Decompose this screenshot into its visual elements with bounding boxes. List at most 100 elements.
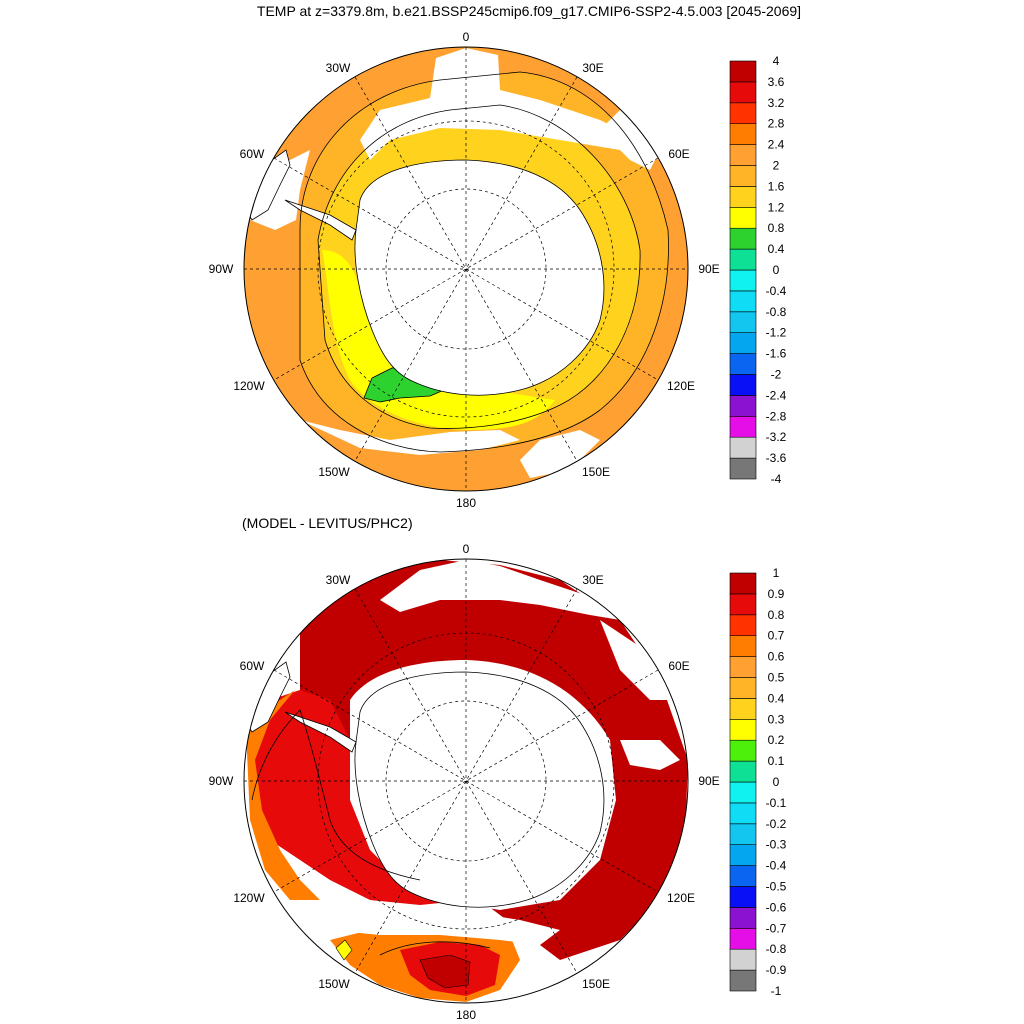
top-colorbar-swatch bbox=[729, 60, 757, 83]
top-map bbox=[244, 47, 688, 491]
top-label-150w: 150W bbox=[318, 465, 350, 479]
top-colorbar-swatch bbox=[729, 457, 757, 480]
bottom-field-orange bbox=[246, 690, 320, 900]
top-colorbar-tick-label: 4 bbox=[773, 54, 780, 68]
bottom-label-0: 0 bbox=[463, 542, 470, 556]
top-label-90w: 90W bbox=[209, 262, 234, 276]
bottom-colorbar-tick-label: -0.1 bbox=[766, 796, 787, 810]
top-colorbar-tick-label: 0.4 bbox=[768, 242, 785, 256]
bottom-colorbar-swatch bbox=[729, 677, 757, 699]
bottom-colorbar-swatch bbox=[729, 927, 757, 950]
top-colorbar-tick-label: 2 bbox=[773, 159, 780, 173]
top-colorbar-tick-label: 3.6 bbox=[768, 75, 785, 89]
top-colorbar: -4 -3.6 -3.2 -2.8 -2.4 -2 -1.6 -1.2 -0.8 -0.4 0 0.4… bbox=[729, 54, 787, 486]
bottom-label-120e: 120E bbox=[667, 891, 695, 905]
bottom-peninsula bbox=[284, 711, 357, 753]
bottom-field-yellow bbox=[335, 939, 353, 961]
plot-title: TEMP at z=3379.8m, b.e21.BSSP245cmip6.f0… bbox=[257, 3, 801, 19]
top-gap-atlantic bbox=[360, 48, 660, 160]
top-colorbar-tick-label: 2.4 bbox=[768, 138, 785, 152]
top-label-30e: 30E bbox=[582, 61, 603, 75]
top-antarctica bbox=[354, 159, 605, 396]
top-colorbar-swatch bbox=[729, 186, 757, 208]
bottom-label-150e: 150E bbox=[582, 977, 610, 991]
top-colorbar-tick-label: -2.4 bbox=[766, 388, 787, 402]
top-colorbar-swatch bbox=[729, 415, 757, 438]
bottom-colorbar: -1 -0.9 -0.8 -0.7 -0.6 -0.5 -0.4 -0.3 -0.2 -0.1 0 0… bbox=[729, 566, 787, 998]
bottom-colorbar-tick-label: -0.4 bbox=[766, 859, 787, 873]
bottom-antarctica bbox=[354, 671, 605, 908]
top-colorbar-tick-label: -4 bbox=[771, 472, 782, 486]
bottom-colorbar-swatch bbox=[729, 698, 757, 720]
bottom-label-150w: 150W bbox=[318, 977, 350, 991]
bottom-gap-indian bbox=[600, 620, 670, 700]
bottom-colorbar-swatch bbox=[729, 593, 757, 616]
top-colorbar-tick-label: -0.8 bbox=[766, 305, 787, 319]
top-gap-pacific-left bbox=[300, 420, 520, 455]
bottom-colorbar-swatch bbox=[729, 739, 757, 762]
top-colorbar-swatch bbox=[729, 374, 757, 396]
plot-subtitle: (MODEL - LEVITUS/PHC2) bbox=[242, 515, 413, 531]
bottom-colorbar-tick-label: 0.5 bbox=[768, 671, 785, 685]
bottom-colorbar-tick-label: -1 bbox=[771, 984, 782, 998]
top-colorbar-tick-label: -2.8 bbox=[766, 409, 787, 423]
top-colorbar-tick-label: -3.6 bbox=[766, 451, 787, 465]
top-colorbar-swatch bbox=[729, 102, 757, 125]
top-label-90e: 90E bbox=[698, 262, 719, 276]
bottom-colorbar-swatch bbox=[729, 635, 757, 657]
bottom-field-south-dark bbox=[419, 954, 471, 989]
bottom-colorbar-swatch bbox=[729, 718, 757, 741]
bottom-label-90w: 90W bbox=[209, 774, 234, 788]
top-colorbar-swatch bbox=[729, 395, 757, 417]
top-colorbar-swatch bbox=[729, 436, 757, 459]
top-colorbar-tick-label: 0 bbox=[773, 263, 780, 277]
top-colorbar-swatch bbox=[729, 144, 757, 166]
bottom-label-30e: 30E bbox=[582, 573, 603, 587]
bottom-colorbar-tick-label: -0.5 bbox=[766, 880, 787, 894]
bottom-colorbar-swatch bbox=[729, 802, 757, 825]
top-colorbar-swatch bbox=[729, 227, 757, 250]
bottom-colorbar-swatch bbox=[729, 969, 757, 992]
bottom-colorbar-tick-label: 0.2 bbox=[768, 733, 785, 747]
bottom-map-frame bbox=[243, 558, 689, 1004]
top-colorbar-swatch bbox=[729, 332, 757, 354]
bottom-colorbar-swatch bbox=[729, 781, 757, 804]
bottom-colorbar-tick-label: -0.6 bbox=[766, 900, 787, 914]
bottom-gap-atlantic bbox=[380, 560, 620, 620]
top-map-frame bbox=[243, 46, 689, 492]
bottom-gap-se bbox=[620, 740, 680, 770]
bottom-colorbar-swatch bbox=[729, 844, 757, 866]
bottom-colorbar-tick-label: 1 bbox=[773, 566, 780, 580]
top-colorbar-swatch bbox=[729, 165, 757, 187]
bottom-colorbar-swatch bbox=[729, 907, 757, 929]
bottom-colorbar-tick-label: 0.9 bbox=[768, 587, 785, 601]
top-label-120w: 120W bbox=[233, 379, 265, 393]
bottom-label-60e: 60E bbox=[668, 659, 689, 673]
top-colorbar-swatch bbox=[729, 353, 757, 375]
bottom-label-90e: 90E bbox=[698, 774, 719, 788]
bottom-label-180: 180 bbox=[456, 1008, 476, 1022]
bottom-colorbar-tick-label: -0.9 bbox=[766, 963, 787, 977]
top-colorbar-swatch bbox=[729, 290, 757, 313]
bottom-colorbar-tick-label: 0 bbox=[773, 775, 780, 789]
bottom-colorbar-tick-label: 0.7 bbox=[768, 629, 785, 643]
top-colorbar-swatch bbox=[729, 248, 757, 271]
bottom-colorbar-swatch bbox=[729, 656, 757, 678]
top-label-60e: 60E bbox=[668, 147, 689, 161]
top-colorbar-tick-label: -0.4 bbox=[766, 284, 787, 298]
top-colorbar-swatch bbox=[729, 123, 757, 145]
bottom-colorbar-tick-label: 0.1 bbox=[768, 754, 785, 768]
top-gap-southeast bbox=[520, 430, 600, 478]
bottom-colorbar-swatch bbox=[729, 823, 757, 845]
top-label-150e: 150E bbox=[582, 465, 610, 479]
bottom-colorbar-tick-label: -0.7 bbox=[766, 921, 787, 935]
top-colorbar-tick-label: 0.8 bbox=[768, 221, 785, 235]
top-colorbar-swatch bbox=[729, 81, 757, 104]
top-colorbar-swatch bbox=[729, 269, 757, 292]
top-colorbar-tick-label: -1.2 bbox=[766, 326, 787, 340]
bottom-map bbox=[244, 559, 688, 1003]
top-colorbar-tick-label: -1.6 bbox=[766, 347, 787, 361]
top-colorbar-tick-label: 1.2 bbox=[768, 200, 785, 214]
top-label-30w: 30W bbox=[326, 61, 351, 75]
